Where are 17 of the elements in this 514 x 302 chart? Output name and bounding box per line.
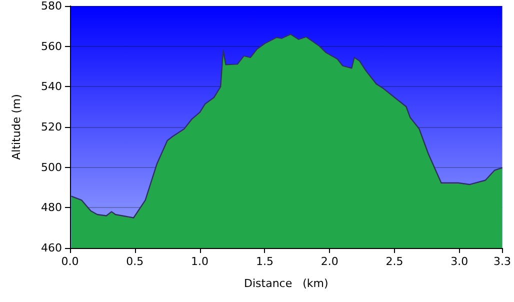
y-tick-label: 500 [41, 160, 62, 174]
y-tick-label: 460 [41, 242, 62, 254]
y-tick-label: 560 [41, 40, 62, 53]
y-tick-label: 540 [41, 80, 62, 94]
y-tick-label: 580 [41, 0, 62, 12]
x-tick-label: 0.5 [126, 255, 144, 268]
x-tick-label: 3.3 [494, 255, 512, 268]
x-tick-label: 2.0 [320, 255, 338, 268]
y-axis-title: Altitude (m) [10, 94, 23, 160]
y-tick-label: 480 [41, 201, 62, 214]
x-axis-title: Distance (km) [244, 277, 328, 290]
x-tick-label: 0.0 [61, 255, 79, 268]
x-tick-label: 2.5 [386, 255, 404, 268]
y-tick-label: 520 [41, 120, 62, 134]
x-tick-label: 3.0 [450, 255, 468, 268]
x-tick-label: 1.5 [256, 255, 274, 268]
x-tick-label: 1.0 [191, 255, 209, 268]
